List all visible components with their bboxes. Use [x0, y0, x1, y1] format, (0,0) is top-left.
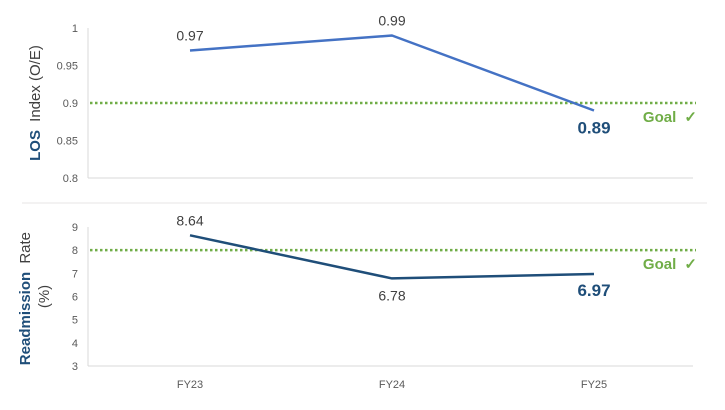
- y-axis-label-line2: (%): [36, 285, 53, 308]
- check-icon: ✓: [684, 109, 697, 126]
- data-label: 0.97: [176, 28, 203, 44]
- goal-label: Goal ✓: [643, 109, 697, 126]
- y-tick-label: 9: [72, 222, 78, 234]
- y-tick-label: 3: [72, 361, 78, 373]
- y-tick-labels: 3 4 5 6 7 8 9: [72, 222, 78, 373]
- y-axis-label-line1: Readmission Rate: [17, 228, 34, 365]
- series-line: [189, 234, 595, 280]
- y-axis-label: Readmission Rate (%): [17, 228, 53, 365]
- y-axis-label-rest: Rate: [17, 232, 34, 264]
- data-labels: 0.97 0.99 0.89: [176, 13, 610, 138]
- y-tick-label: 1: [72, 23, 78, 35]
- x-tick-label: FY23: [177, 379, 203, 391]
- check-icon: ✓: [684, 256, 697, 273]
- x-tick-label: FY25: [581, 379, 607, 391]
- goal-label: Goal ✓: [643, 256, 697, 273]
- los-index-chart: 0.8 0.85 0.9 0.95 1 0.97 0.99 0.89 Goal ✓ LOS …: [27, 13, 697, 186]
- y-tick-label: 0.95: [57, 61, 78, 73]
- y-axis-label-rest: Index (O/E): [27, 45, 44, 122]
- y-axis-label: LOS Index (O/E): [27, 45, 44, 161]
- readmission-rate-chart: 3 4 5 6 7 8 9 8.64 6.78 6.97 Goal ✓ Readmission …: [17, 212, 697, 391]
- series-line: [189, 34, 595, 112]
- data-label: 6.97: [577, 281, 610, 300]
- x-tick-labels: FY23 FY24 FY25: [177, 379, 607, 391]
- y-tick-label: 8: [72, 245, 78, 257]
- data-label: 0.89: [577, 119, 610, 138]
- x-tick-label: FY24: [379, 379, 405, 391]
- y-tick-label: 6: [72, 292, 78, 304]
- y-tick-label: 0.9: [63, 98, 78, 110]
- data-label: 8.64: [176, 212, 203, 228]
- y-tick-labels: 0.8 0.85 0.9 0.95 1: [57, 23, 78, 185]
- goal-label-text: Goal: [643, 256, 676, 273]
- y-tick-label: 0.8: [63, 173, 78, 185]
- y-tick-label: 4: [72, 338, 78, 350]
- y-tick-label: 5: [72, 315, 78, 327]
- data-label: 6.78: [378, 287, 405, 303]
- data-label: 0.99: [378, 13, 405, 29]
- y-tick-label: 7: [72, 268, 78, 280]
- data-labels: 8.64 6.78 6.97: [176, 212, 610, 303]
- y-axis-label-bold: Readmission: [17, 272, 34, 365]
- y-tick-label: 0.85: [57, 136, 78, 148]
- y-axis-label-bold: LOS: [27, 130, 44, 161]
- goal-label-text: Goal: [643, 109, 676, 126]
